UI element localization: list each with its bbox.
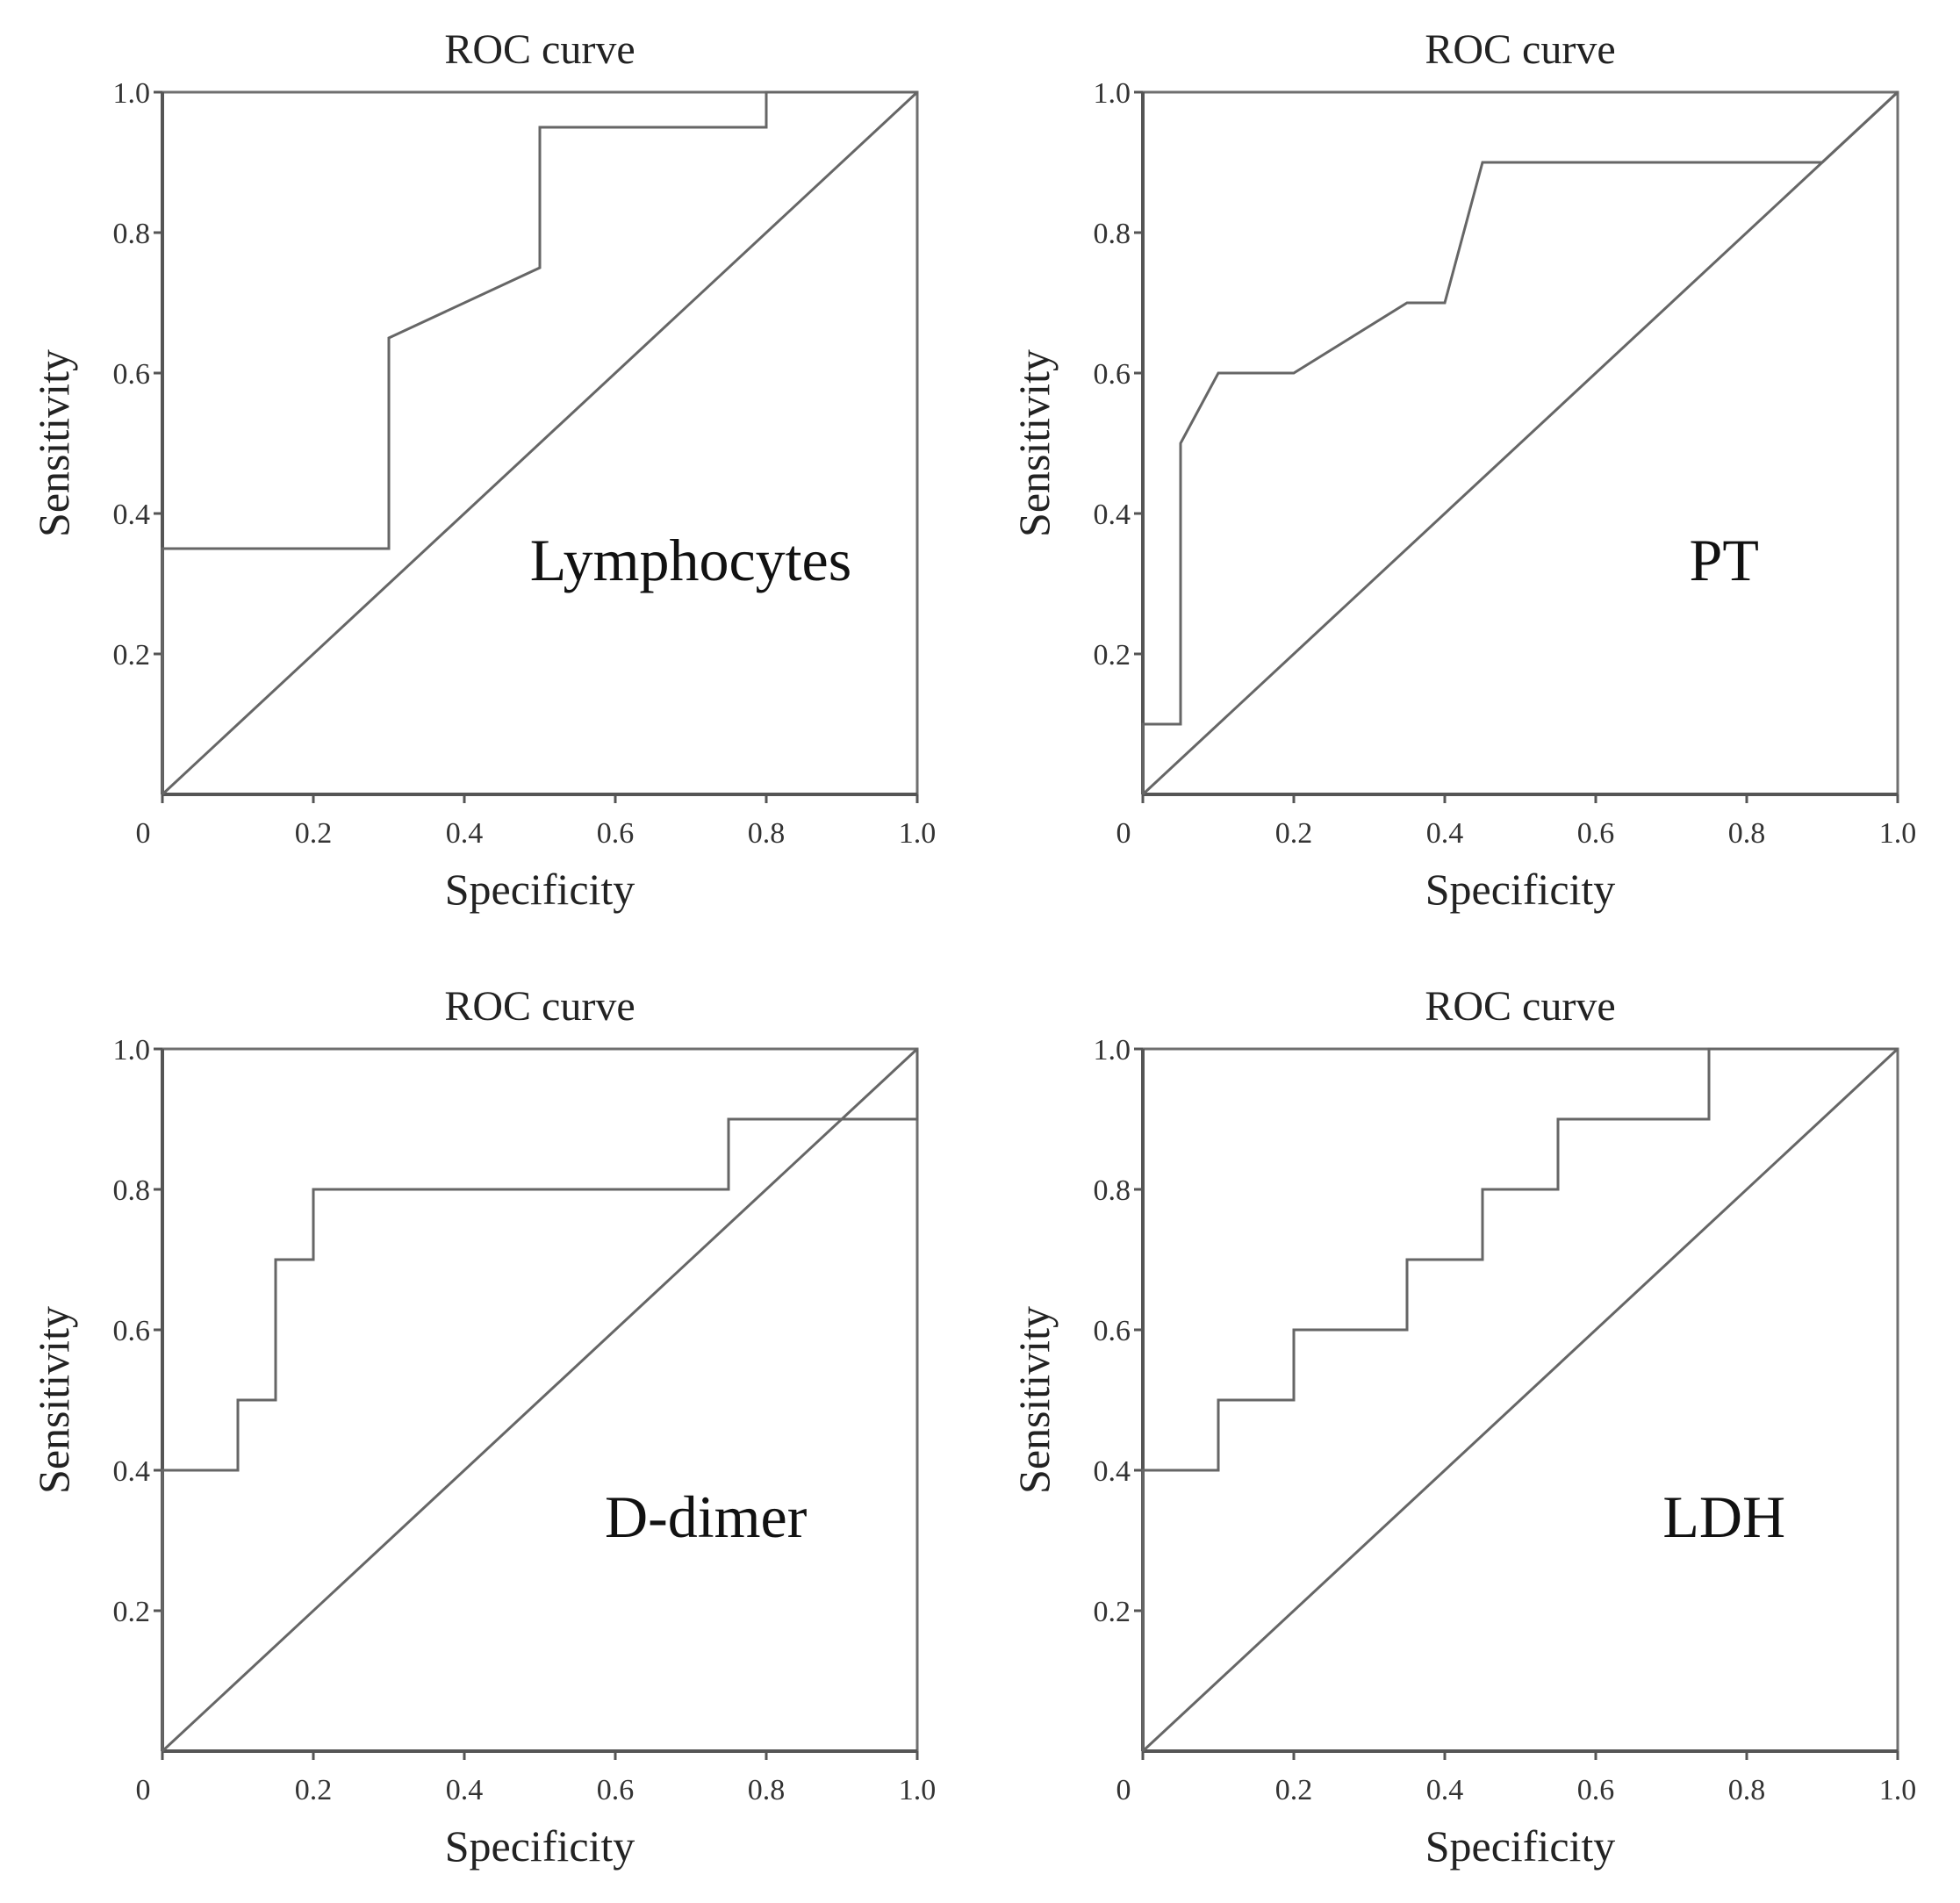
x-tick-label: 0	[136, 817, 151, 850]
x-axis-label: Specificity	[1425, 1821, 1616, 1871]
x-tick-label: 0.8	[1728, 817, 1766, 850]
x-tick-label: 0.6	[597, 1774, 635, 1806]
x-tick-label: 0.2	[295, 1774, 333, 1806]
roc-curve-line	[161, 1049, 919, 1751]
roc-panel-lymphocytes: 0 0.2 0.4 0.6 0.8 1.0 0.2 0.4 0.6 0.8 1.0 ROC curve…	[0, 0, 948, 922]
chart-annotation: Lymphocytes	[530, 527, 851, 593]
y-axis-label: Sensitivity	[1009, 349, 1059, 537]
reference-diagonal-line	[1141, 90, 1899, 796]
chart-annotation: PT	[1690, 527, 1759, 593]
x-tick-label: 0.4	[446, 1774, 484, 1806]
x-tick-label: 1.0	[1879, 1774, 1917, 1806]
reference-diagonal-line	[161, 90, 919, 796]
roc-chart-lymphocytes: 0 0.2 0.4 0.6 0.8 1.0 0.2 0.4 0.6 0.8 1.0 ROC curve…	[29, 26, 937, 914]
y-tick-label: 0.4	[113, 1455, 151, 1488]
y-tick-label: 0.2	[113, 1596, 151, 1628]
x-tick-label: 0.8	[1728, 1774, 1766, 1806]
x-tick-label: 0.2	[295, 817, 333, 850]
chart-title: ROC curve	[444, 983, 635, 1030]
x-tick-label: 0.4	[446, 817, 484, 850]
x-tick-label: 0.8	[748, 1774, 786, 1806]
chart-annotation: LDH	[1662, 1483, 1785, 1550]
y-tick-label: 0.6	[113, 358, 151, 391]
roc-panel-d-dimer: 0 0.2 0.4 0.6 0.8 1.0 0.2 0.4 0.6 0.8 1.0 ROC curve…	[0, 957, 948, 1878]
x-tick-label: 1.0	[899, 1774, 937, 1806]
y-tick-label: 1.0	[113, 1034, 151, 1066]
reference-diagonal-line	[161, 1047, 919, 1753]
y-tick-label: 0.8	[1094, 218, 1131, 250]
y-tick-label: 0.8	[113, 1174, 151, 1207]
chart-title: ROC curve	[1425, 983, 1615, 1030]
y-tick-label: 0.4	[1094, 499, 1131, 531]
y-tick-label: 0.6	[1094, 358, 1131, 391]
y-axis-label: Sensitivity	[1009, 1306, 1059, 1494]
roc-panel-ldh: 0 0.2 0.4 0.6 0.8 1.0 0.2 0.4 0.6 0.8 1.0 ROC curve…	[980, 957, 1928, 1878]
x-tick-label: 0	[1116, 817, 1131, 850]
x-axis-label: Specificity	[445, 865, 635, 914]
roc-panel-pt: 0 0.2 0.4 0.6 0.8 1.0 0.2 0.4 0.6 0.8 1.0 ROC curve…	[980, 0, 1928, 922]
y-tick-label: 0.8	[1094, 1174, 1131, 1207]
y-tick-label: 1.0	[113, 77, 151, 110]
roc-curve-line	[161, 90, 917, 794]
roc-curve-line	[1141, 1047, 1898, 1751]
x-tick-label: 0.6	[1577, 817, 1615, 850]
roc-chart-d-dimer: 0 0.2 0.4 0.6 0.8 1.0 0.2 0.4 0.6 0.8 1.0 ROC curve…	[29, 983, 937, 1871]
x-tick-label: 0.6	[597, 817, 635, 850]
chart-annotation: D-dimer	[605, 1483, 808, 1550]
chart-title: ROC curve	[444, 26, 635, 73]
y-axis-label: Sensitivity	[29, 349, 78, 537]
y-tick-label: 0.4	[1094, 1455, 1131, 1488]
y-tick-label: 0.2	[113, 639, 151, 671]
roc-curve-line	[1141, 90, 1899, 794]
chart-title: ROC curve	[1425, 26, 1615, 73]
x-tick-label: 0.6	[1577, 1774, 1615, 1806]
y-tick-label: 1.0	[1094, 77, 1131, 110]
reference-diagonal-line	[1141, 1047, 1899, 1753]
y-tick-label: 0.6	[113, 1315, 151, 1347]
y-tick-label: 0.2	[1094, 1596, 1131, 1628]
x-tick-label: 0.8	[748, 817, 786, 850]
x-tick-label: 1.0	[1879, 817, 1917, 850]
roc-chart-pt: 0 0.2 0.4 0.6 0.8 1.0 0.2 0.4 0.6 0.8 1.0 ROC curve…	[1009, 26, 1917, 914]
x-tick-label: 0.4	[1426, 817, 1464, 850]
y-tick-label: 0.2	[1094, 639, 1131, 671]
x-tick-label: 1.0	[899, 817, 937, 850]
y-tick-label: 1.0	[1094, 1034, 1131, 1066]
roc-chart-ldh: 0 0.2 0.4 0.6 0.8 1.0 0.2 0.4 0.6 0.8 1.0 ROC curve…	[1009, 983, 1917, 1871]
x-tick-label: 0.2	[1275, 1774, 1313, 1806]
y-tick-label: 0.4	[113, 499, 151, 531]
x-tick-label: 0	[1116, 1774, 1131, 1806]
y-axis-label: Sensitivity	[29, 1306, 78, 1494]
x-tick-label: 0.4	[1426, 1774, 1464, 1806]
y-tick-label: 0.6	[1094, 1315, 1131, 1347]
x-axis-label: Specificity	[1425, 865, 1616, 914]
x-tick-label: 0	[136, 1774, 151, 1806]
x-axis-label: Specificity	[445, 1821, 635, 1871]
x-tick-label: 0.2	[1275, 817, 1313, 850]
y-tick-label: 0.8	[113, 218, 151, 250]
